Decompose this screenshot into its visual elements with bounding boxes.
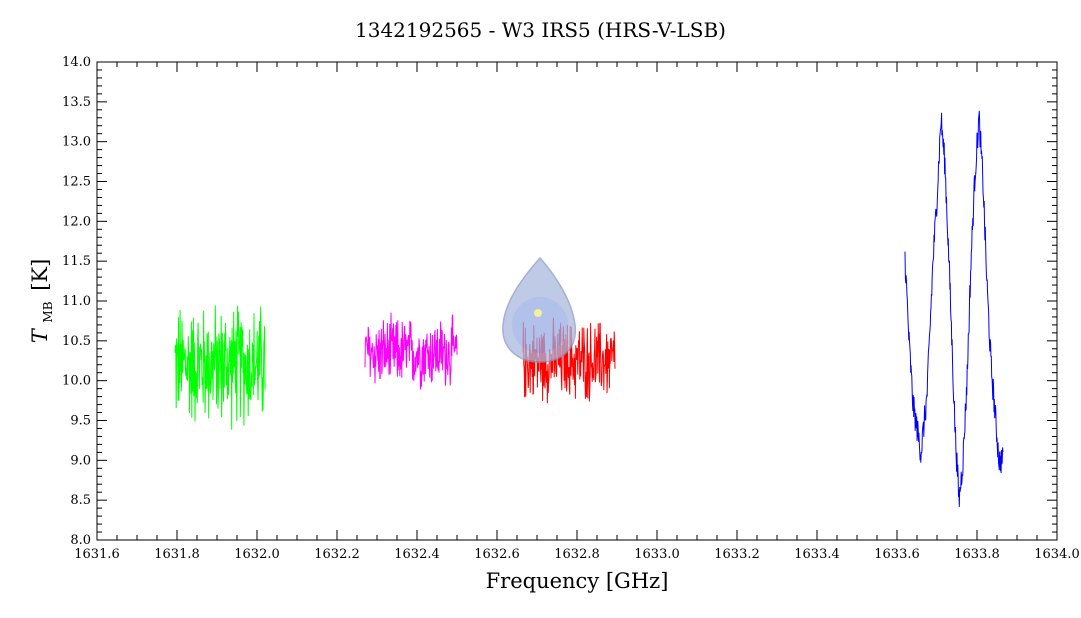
series-line-1 xyxy=(174,305,266,430)
y-tick-label: 13.0 xyxy=(62,135,91,150)
x-tick-label: 1633.4 xyxy=(794,547,840,562)
y-tick-label: 10.0 xyxy=(62,374,91,389)
y-tick-label: 10.5 xyxy=(62,334,91,349)
x-axis-label: Frequency [GHz] xyxy=(486,569,669,593)
x-tick-label: 1632.6 xyxy=(474,547,520,562)
y-tick-label: 8.0 xyxy=(70,533,91,548)
y-axis-label-unit: [K] xyxy=(28,259,52,291)
chart-title: 1342192565 - W3 IRS5 (HRS-V-LSB) xyxy=(355,18,726,42)
plot-frame xyxy=(96,61,1058,541)
y-tick-label: 12.0 xyxy=(62,214,91,229)
x-tick-label: 1633.2 xyxy=(714,547,760,562)
x-tick-label: 1631.6 xyxy=(74,547,120,562)
x-tick-label: 1632.0 xyxy=(234,547,280,562)
series-line-3 xyxy=(522,317,616,404)
droplet-icon xyxy=(502,256,576,363)
y-tick-label: 9.5 xyxy=(70,414,91,429)
y-tick-label: 13.5 xyxy=(62,95,91,110)
x-tick-label: 1633.0 xyxy=(634,547,680,562)
y-tick-label: 11.0 xyxy=(62,294,91,309)
x-tick-label: 1634.0 xyxy=(1034,547,1080,562)
y-axis-label: T MB [K] xyxy=(28,259,57,344)
y-tick-label: 9.0 xyxy=(70,453,91,468)
y-tick-label: 11.5 xyxy=(62,254,91,269)
axis-ticks xyxy=(96,61,1058,541)
y-tick-label: 12.5 xyxy=(62,175,91,190)
x-tick-label: 1632.4 xyxy=(394,547,440,562)
x-tick-label: 1632.8 xyxy=(554,547,600,562)
series-line-4 xyxy=(904,110,1004,507)
y-tick-label: 14.0 xyxy=(62,55,91,70)
x-tick-label: 1633.8 xyxy=(954,547,1000,562)
tick-labels: 1631.6 1631.8 1632.0 1632.2 1632.4 1632.6 1632… xyxy=(62,55,1080,562)
y-axis-label-sub: MB xyxy=(41,301,55,322)
x-tick-label: 1633.6 xyxy=(874,547,920,562)
series-line-2 xyxy=(364,312,458,390)
x-tick-label: 1631.8 xyxy=(154,547,200,562)
y-tick-label: 8.5 xyxy=(70,493,91,508)
y-axis-label-main: T xyxy=(28,327,52,343)
svg-text:T MB [K]: T MB [K] xyxy=(28,259,57,344)
x-tick-label: 1632.2 xyxy=(314,547,360,562)
series-layer xyxy=(174,110,1004,507)
